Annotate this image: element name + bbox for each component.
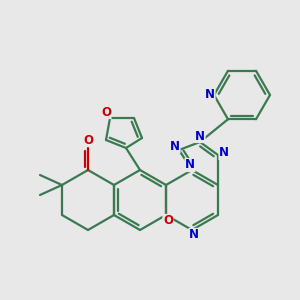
Text: N: N [170, 140, 180, 152]
Text: N: N [195, 130, 205, 142]
Text: N: N [219, 146, 229, 160]
Text: O: O [83, 134, 93, 146]
Text: N: N [185, 158, 195, 172]
Text: O: O [163, 214, 173, 227]
Text: O: O [101, 106, 111, 118]
Text: N: N [205, 88, 215, 101]
Text: N: N [189, 229, 199, 242]
